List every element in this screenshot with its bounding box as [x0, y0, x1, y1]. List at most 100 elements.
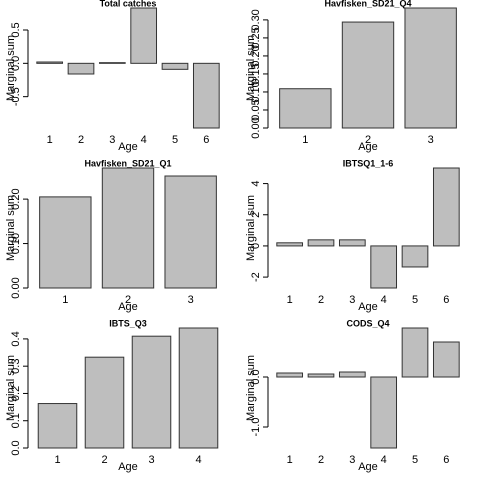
y-tick-label: 0.10 — [250, 81, 262, 102]
x-tick-label: 6 — [443, 294, 449, 306]
x-axis-label: Age — [358, 141, 378, 153]
x-tick-label: 2 — [78, 134, 84, 146]
bar — [370, 376, 398, 449]
x-tick-label: 4 — [195, 454, 201, 466]
x-tick-label: 4 — [381, 294, 387, 306]
x-tick-label: 4 — [141, 134, 147, 146]
y-axis-label: Marginal sum — [245, 35, 257, 101]
x-tick-label: 3 — [349, 454, 355, 466]
y-tick-label: 0.10 — [10, 233, 22, 254]
y-tick-label: 0.30 — [250, 9, 262, 30]
panel: IBTS_Q3 Age Marginal sum 1 2 3 4 0.0 0.1 0.2 0.3 0.… — [5, 318, 219, 473]
x-tick-label: 5 — [172, 134, 178, 146]
x-tick-label: 3 — [188, 294, 194, 306]
x-tick-label: 3 — [148, 454, 154, 466]
y-tick-label: 0.20 — [10, 188, 22, 209]
bar — [338, 371, 366, 378]
y-tick-label: 0.3 — [10, 359, 22, 374]
bar — [279, 88, 332, 129]
x-tick-label: 6 — [203, 134, 209, 146]
x-axis-label: Age — [358, 301, 378, 313]
bar — [161, 62, 189, 70]
bar — [432, 341, 460, 378]
bar — [131, 335, 172, 449]
bar — [67, 62, 95, 75]
x-tick-label: 2 — [365, 134, 371, 146]
y-tick-label: 0.00 — [250, 117, 262, 138]
y-axis-label: Marginal sum — [5, 35, 17, 101]
bar — [341, 21, 395, 129]
y-axis-label: Marginal sum — [245, 355, 257, 421]
y-tick-label: 0.00 — [10, 277, 22, 298]
x-tick-label: 2 — [318, 454, 324, 466]
x-tick-label: 3 — [109, 134, 115, 146]
x-tick-label: 2 — [101, 454, 107, 466]
bar — [401, 245, 429, 268]
bar — [276, 242, 304, 247]
bar — [404, 7, 457, 129]
x-tick-label: 1 — [54, 454, 60, 466]
x-tick-label: 1 — [62, 294, 68, 306]
y-tick-label: 0.05 — [250, 99, 262, 120]
bar — [164, 175, 217, 289]
y-axis-label: Marginal sum — [5, 195, 17, 261]
y-tick-label: 0.0 — [250, 369, 262, 384]
x-tick-label: 5 — [412, 294, 418, 306]
x-axis-label: Age — [358, 461, 378, 473]
panel: Havfisken_SD21_Q1 Age Marginal sum 1 2 3 0.00 0… — [5, 158, 217, 313]
bar — [178, 327, 219, 449]
y-tick-label: -1.0 — [250, 418, 262, 437]
x-tick-label: 1 — [287, 294, 293, 306]
y-tick-label: 0.0 — [10, 440, 22, 455]
chart-title: Havfisken_SD21_Q1 — [84, 158, 171, 168]
bar — [370, 245, 398, 289]
x-tick-label: 1 — [47, 134, 53, 146]
x-tick-label: 3 — [428, 134, 434, 146]
x-tick-label: 4 — [381, 454, 387, 466]
bar — [101, 167, 155, 289]
bar — [37, 403, 78, 449]
bar — [307, 239, 335, 247]
y-tick-label: 0.25 — [250, 27, 262, 48]
chart-title: Havfisken_SD21_Q4 — [324, 0, 411, 8]
bar — [432, 167, 460, 247]
x-tick-label: 2 — [125, 294, 131, 306]
panel: IBTSQ1_1-6 Age Marginal sum 1 2 3 4 5 6 -2 0 2 4 — [245, 158, 460, 313]
x-axis-label: Age — [118, 461, 138, 473]
x-tick-label: 6 — [443, 454, 449, 466]
bar — [98, 62, 126, 64]
y-tick-label: 0.15 — [250, 63, 262, 84]
panel: Total catches Age Marginal sum 1 2 3 4 5 6 -0.5 0.… — [5, 0, 220, 153]
bar — [307, 373, 335, 378]
y-axis-label: Marginal sum — [245, 195, 257, 261]
y-tick-label: 0.2 — [10, 386, 22, 401]
bar — [130, 7, 158, 64]
x-tick-label: 1 — [287, 454, 293, 466]
chart-title: IBTS_Q3 — [109, 318, 147, 328]
y-tick-label: 4 — [250, 181, 262, 187]
bar — [84, 356, 125, 449]
x-axis-label: Age — [118, 141, 138, 153]
bar — [36, 61, 64, 64]
x-tick-label: 1 — [302, 134, 308, 146]
x-tick-label: 2 — [318, 294, 324, 306]
panel: CODS_Q4 Age Marginal sum 1 2 3 4 5 6 -1.0 0.0 — [245, 318, 460, 473]
bar — [338, 239, 366, 247]
y-tick-label: 0 — [250, 243, 262, 249]
y-tick-label: 0.1 — [10, 413, 22, 428]
y-tick-label: 2 — [250, 212, 262, 218]
y-tick-label: -2 — [250, 272, 262, 282]
x-axis-label: Age — [118, 301, 138, 313]
chart-title: CODS_Q4 — [346, 318, 389, 328]
y-axis-label: Marginal sum — [5, 355, 17, 421]
y-tick-label: 0.20 — [250, 45, 262, 66]
y-tick-label: -0.5 — [10, 87, 22, 106]
bar — [276, 372, 304, 378]
y-tick-label: 0.5 — [10, 22, 22, 37]
bar — [39, 196, 92, 289]
bar — [192, 62, 220, 129]
y-tick-label: 0.4 — [10, 331, 22, 346]
